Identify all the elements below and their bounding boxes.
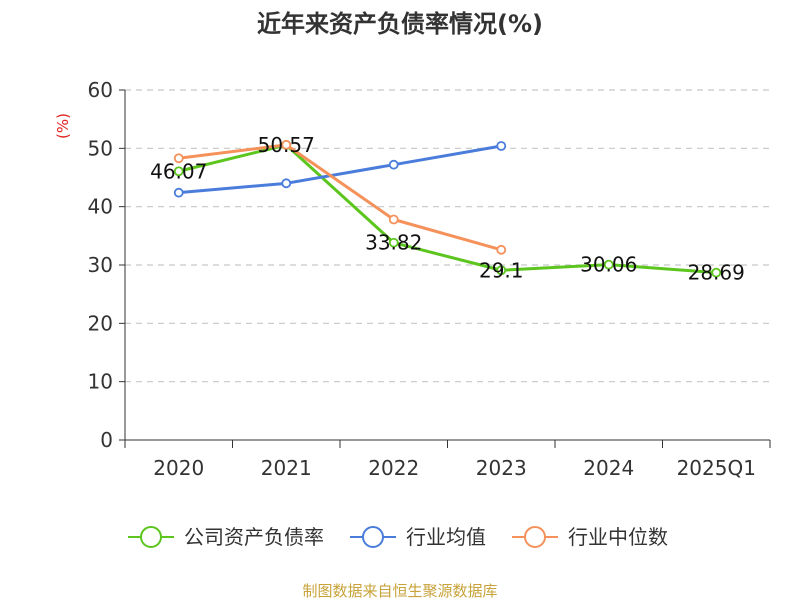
data-label: 29.1	[479, 258, 524, 282]
data-label: 28.69	[688, 261, 745, 285]
legend-swatch-marker	[524, 526, 546, 548]
x-tick-label: 2022	[368, 456, 419, 480]
data-label-layer: 46.07 50.57 33.82 29.1 30.06 28.69	[150, 133, 745, 285]
grid-layer	[125, 89, 770, 383]
legend-swatch-marker	[362, 526, 384, 548]
y-axis-unit-label: (%)	[54, 113, 72, 139]
data-point	[388, 159, 399, 170]
legend-label: 行业中位数	[568, 525, 668, 549]
data-point	[281, 139, 292, 150]
data-label: 50.57	[258, 133, 315, 157]
source-note: 制图数据来自恒生聚源数据库	[302, 582, 497, 600]
data-point	[388, 237, 399, 248]
data-point	[711, 267, 722, 278]
y-tick-label: 0	[100, 428, 113, 452]
series-line	[178, 144, 502, 195]
series-line	[178, 143, 502, 252]
x-tick-label: 2023	[476, 456, 527, 480]
data-label: 33.82	[365, 231, 422, 255]
x-tick-label: 2020	[153, 456, 204, 480]
y-tick-label: 30	[88, 253, 113, 277]
data-point	[388, 214, 399, 225]
legend-label: 行业均值	[406, 525, 486, 549]
legend-item: 行业中位数	[512, 525, 668, 549]
series-line	[178, 143, 717, 275]
legend-item: 公司资产负债率	[128, 525, 324, 549]
data-point	[173, 166, 184, 177]
legend-item: 行业均值	[350, 525, 486, 549]
data-label: 46.07	[150, 159, 207, 183]
y-tick-label: 20	[88, 311, 113, 335]
x-tick-label: 2024	[583, 456, 634, 480]
axis-layer: 0 10 20 30 40 50 60 2020 2021 2022 2023 2024 2025Q1	[88, 78, 771, 480]
y-tick-label: 40	[88, 195, 113, 219]
data-point	[496, 265, 507, 276]
data-point	[173, 153, 184, 164]
data-point	[281, 178, 292, 189]
y-tick-label: 10	[88, 370, 113, 394]
data-point	[173, 187, 184, 198]
y-tick-label: 50	[88, 136, 113, 160]
legend-swatch-marker	[140, 526, 162, 548]
data-point	[603, 259, 614, 270]
x-tick-label: 2025Q1	[677, 456, 756, 480]
data-point	[496, 244, 507, 255]
series-layer	[173, 139, 722, 278]
data-point	[496, 141, 507, 151]
x-tick-label: 2021	[261, 456, 312, 480]
legend-label: 公司资产负债率	[184, 525, 324, 549]
y-tick-label: 60	[88, 78, 113, 102]
chart-title: 近年来资产负债率情况(%)	[257, 10, 543, 38]
legend: 公司资产负债率 行业均值 行业中位数	[128, 525, 668, 549]
data-label: 30.06	[580, 253, 637, 277]
